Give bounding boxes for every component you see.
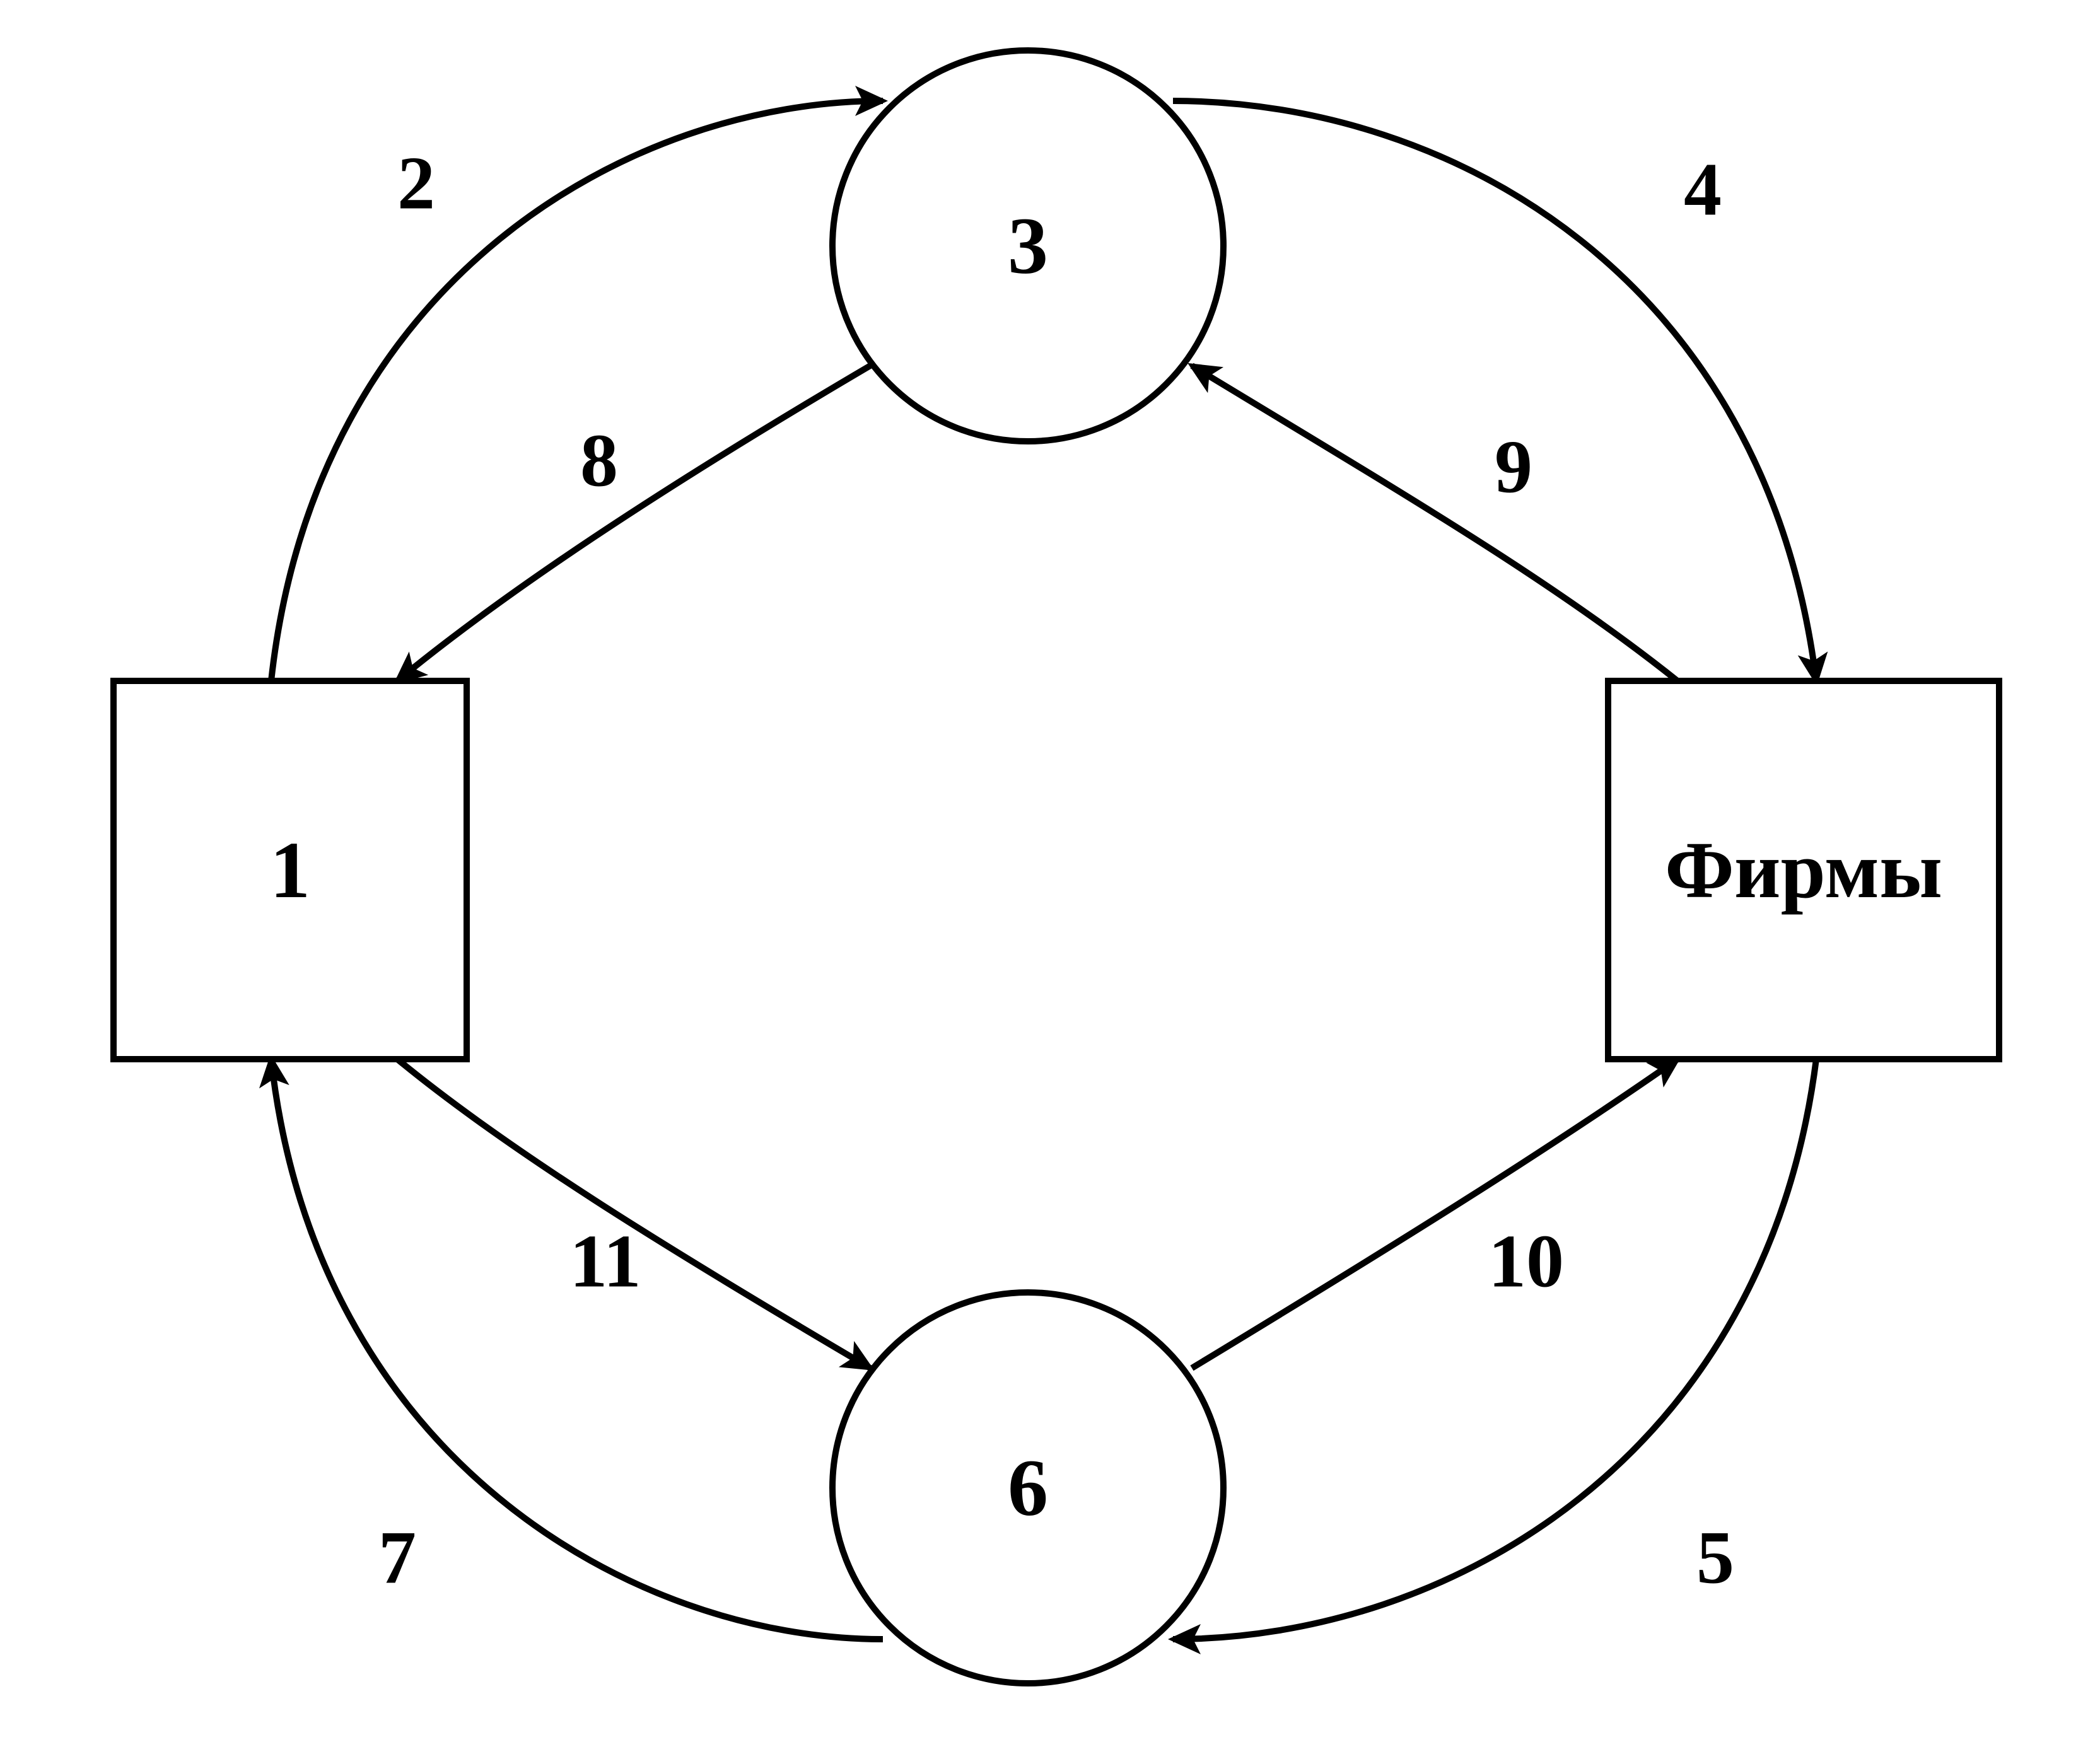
edge-e7 bbox=[271, 1059, 883, 1639]
edge-e9 bbox=[1192, 366, 1677, 681]
edge-label-e2: 2 bbox=[397, 141, 435, 225]
edge-label-e9: 9 bbox=[1495, 425, 1532, 509]
node-label-n3: 3 bbox=[1008, 201, 1048, 291]
edge-label-e4: 4 bbox=[1684, 148, 1722, 231]
flow-diagram: 1 Фирмы 3 6 2 8 4 9 7 11 5 10 bbox=[0, 0, 2100, 1746]
edge-e11 bbox=[397, 1059, 870, 1368]
edge-e8 bbox=[397, 366, 870, 681]
edge-label-e5: 5 bbox=[1696, 1516, 1734, 1599]
edge-e2 bbox=[271, 101, 883, 681]
node-label-n1: 1 bbox=[270, 825, 310, 915]
node-label-n6: 6 bbox=[1008, 1443, 1048, 1533]
edge-label-e10: 10 bbox=[1488, 1219, 1564, 1303]
edge-label-e11: 11 bbox=[569, 1219, 641, 1303]
edge-e10 bbox=[1192, 1059, 1677, 1368]
edge-label-e7: 7 bbox=[378, 1516, 416, 1599]
edge-label-e8: 8 bbox=[580, 419, 618, 502]
node-label-firms: Фирмы bbox=[1665, 825, 1942, 915]
